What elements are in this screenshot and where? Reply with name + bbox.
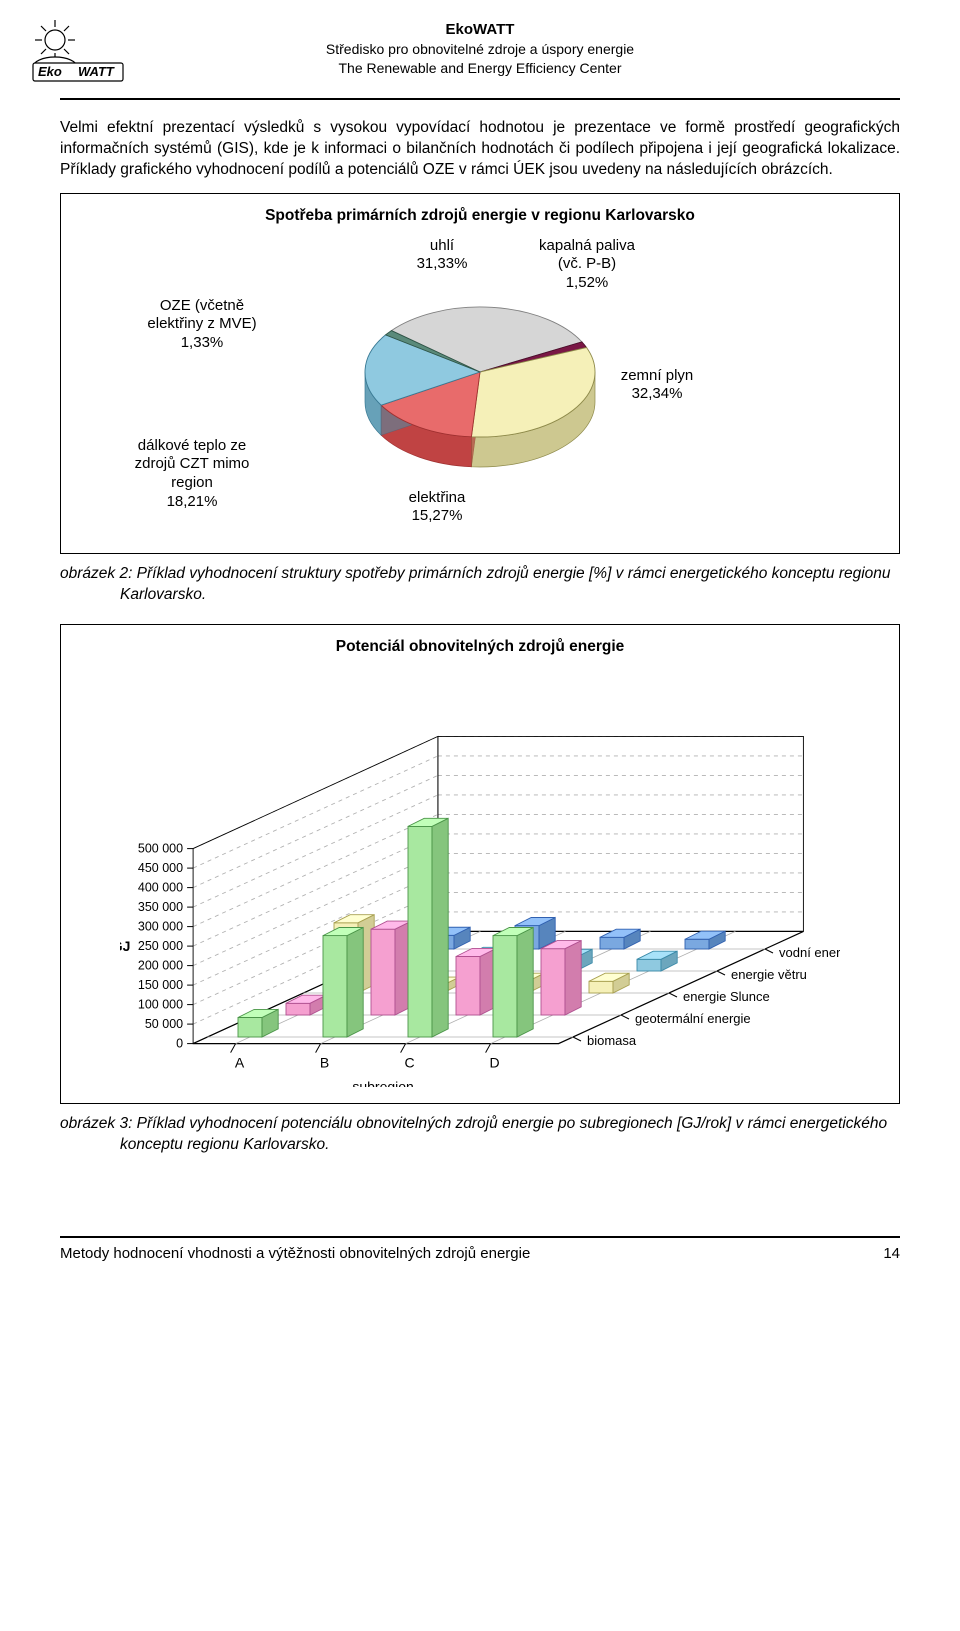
- pie-svg: [340, 287, 620, 487]
- svg-text:500 000: 500 000: [138, 842, 183, 856]
- pie-label-liquid: kapalná paliva(vč. P-B)1,52%: [517, 237, 657, 293]
- footer-text: Metody hodnocení vhodnosti a výtěžnosti …: [60, 1244, 530, 1264]
- svg-text:350 000: 350 000: [138, 901, 183, 915]
- pie-label-elec: elektřina15,27%: [377, 489, 497, 527]
- bar-B-1: [371, 930, 395, 1016]
- svg-text:300 000: 300 000: [138, 920, 183, 934]
- svg-text:biomasa: biomasa: [587, 1033, 637, 1048]
- header-sub2: The Renewable and Energy Efficiency Cent…: [60, 59, 900, 78]
- svg-text:200 000: 200 000: [138, 959, 183, 973]
- bar3d-chart-box: Potenciál obnovitelných zdrojů energie 0…: [60, 624, 900, 1105]
- caption-2: obrázek 3: Příklad vyhodnocení potenciál…: [120, 1114, 900, 1156]
- pie-label-gas: zemní plyn32,34%: [597, 367, 717, 405]
- svg-text:B: B: [320, 1055, 329, 1071]
- svg-text:C: C: [405, 1055, 415, 1071]
- pie-chart-box: Spotřeba primárních zdrojů energie v reg…: [60, 193, 900, 554]
- svg-text:Eko: Eko: [38, 64, 62, 79]
- bar3d-svg: 0 50 000 100 000 150 000 200 000 250 000 300 0…: [120, 677, 840, 1087]
- pie-label-heat: dálkové teplo zezdrojů CZT mimoregion18,…: [112, 437, 272, 512]
- page-footer: Metody hodnocení vhodnosti a výtěžnosti …: [60, 1244, 900, 1264]
- header-sub1: Středisko pro obnovitelné zdroje a úspor…: [60, 40, 900, 59]
- svg-text:100 000: 100 000: [138, 998, 183, 1012]
- svg-text:WATT: WATT: [78, 64, 115, 79]
- svg-text:0: 0: [176, 1037, 183, 1051]
- page-number: 14: [883, 1244, 900, 1264]
- bar-D-4: [685, 940, 709, 950]
- bar-D-1: [541, 949, 565, 1015]
- header-title: EkoWATT: [60, 20, 900, 40]
- bar-C-1: [456, 957, 480, 1016]
- bar-D-2: [589, 982, 613, 994]
- bar3d-chart: 0 50 000 100 000 150 000 200 000 250 000 300 0…: [77, 667, 883, 1087]
- svg-text:GJ: GJ: [120, 939, 130, 955]
- pie-chart: uhlí31,33% kapalná paliva(vč. P-B)1,52% …: [77, 237, 883, 537]
- svg-text:subregion: subregion: [352, 1079, 414, 1087]
- svg-text:250 000: 250 000: [138, 940, 183, 954]
- ekowatt-logo: WATT Eko: [25, 15, 125, 85]
- intro-text: Velmi efektní prezentací výsledků s vyso…: [60, 118, 900, 181]
- bar-D-0: [493, 936, 517, 1037]
- bar3d-chart-title: Potenciál obnovitelných zdrojů energie: [77, 637, 883, 658]
- svg-text:A: A: [235, 1055, 245, 1071]
- svg-text:geotermální energie: geotermální energie: [635, 1011, 751, 1026]
- bar-A-0: [238, 1018, 262, 1038]
- bar-C-4: [600, 938, 624, 950]
- footer-rule: [60, 1236, 900, 1238]
- svg-text:D: D: [490, 1055, 500, 1071]
- bar-C-0: [408, 827, 432, 1038]
- svg-text:150 000: 150 000: [138, 979, 183, 993]
- bar-D-3: [637, 960, 661, 972]
- pie-label-coal: uhlí31,33%: [377, 237, 507, 275]
- svg-text:400 000: 400 000: [138, 881, 183, 895]
- bar-A-1: [286, 1004, 310, 1016]
- page-header: WATT Eko EkoWATT Středisko pro obnovitel…: [60, 20, 900, 90]
- svg-text:energie větru: energie větru: [731, 967, 807, 982]
- bar-B-0: [323, 936, 347, 1037]
- pie-chart-title: Spotřeba primárních zdrojů energie v reg…: [77, 206, 883, 227]
- svg-text:450 000: 450 000: [138, 862, 183, 876]
- pie-label-res: OZE (včetněelektřiny z MVE)1,33%: [122, 297, 282, 353]
- svg-text:energie Slunce: energie Slunce: [683, 989, 770, 1004]
- svg-text:50 000: 50 000: [145, 1018, 183, 1032]
- caption-1: obrázek 2: Příklad vyhodnocení struktury…: [120, 564, 900, 606]
- header-rule: [60, 98, 900, 100]
- svg-text:vodní energie: vodní energie: [779, 945, 840, 960]
